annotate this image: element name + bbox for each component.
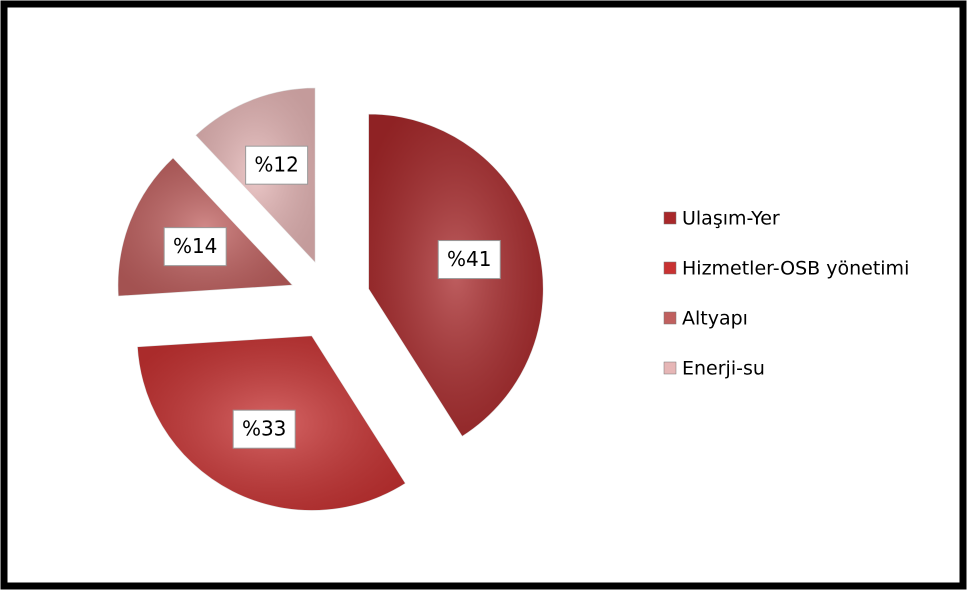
legend-label: Hizmetler-OSB yönetimi bbox=[682, 258, 909, 280]
data-label: %12 bbox=[254, 153, 298, 177]
legend-swatch bbox=[663, 211, 677, 225]
legend-swatch bbox=[663, 261, 677, 275]
data-label: %14 bbox=[173, 234, 217, 258]
label-box bbox=[245, 145, 309, 185]
legend-swatch bbox=[663, 361, 677, 375]
label-box bbox=[232, 409, 296, 449]
data-label: %41 bbox=[447, 247, 491, 271]
legend-label: Enerji-su bbox=[682, 358, 765, 380]
label-box bbox=[163, 227, 227, 267]
slice-shade bbox=[117, 157, 293, 297]
label-box bbox=[437, 240, 501, 280]
data-label: %33 bbox=[242, 417, 286, 441]
legend-label: Altyapı bbox=[682, 308, 748, 330]
legend-swatch bbox=[663, 311, 677, 325]
legend-label: Ulaşım-Yer bbox=[682, 208, 780, 230]
